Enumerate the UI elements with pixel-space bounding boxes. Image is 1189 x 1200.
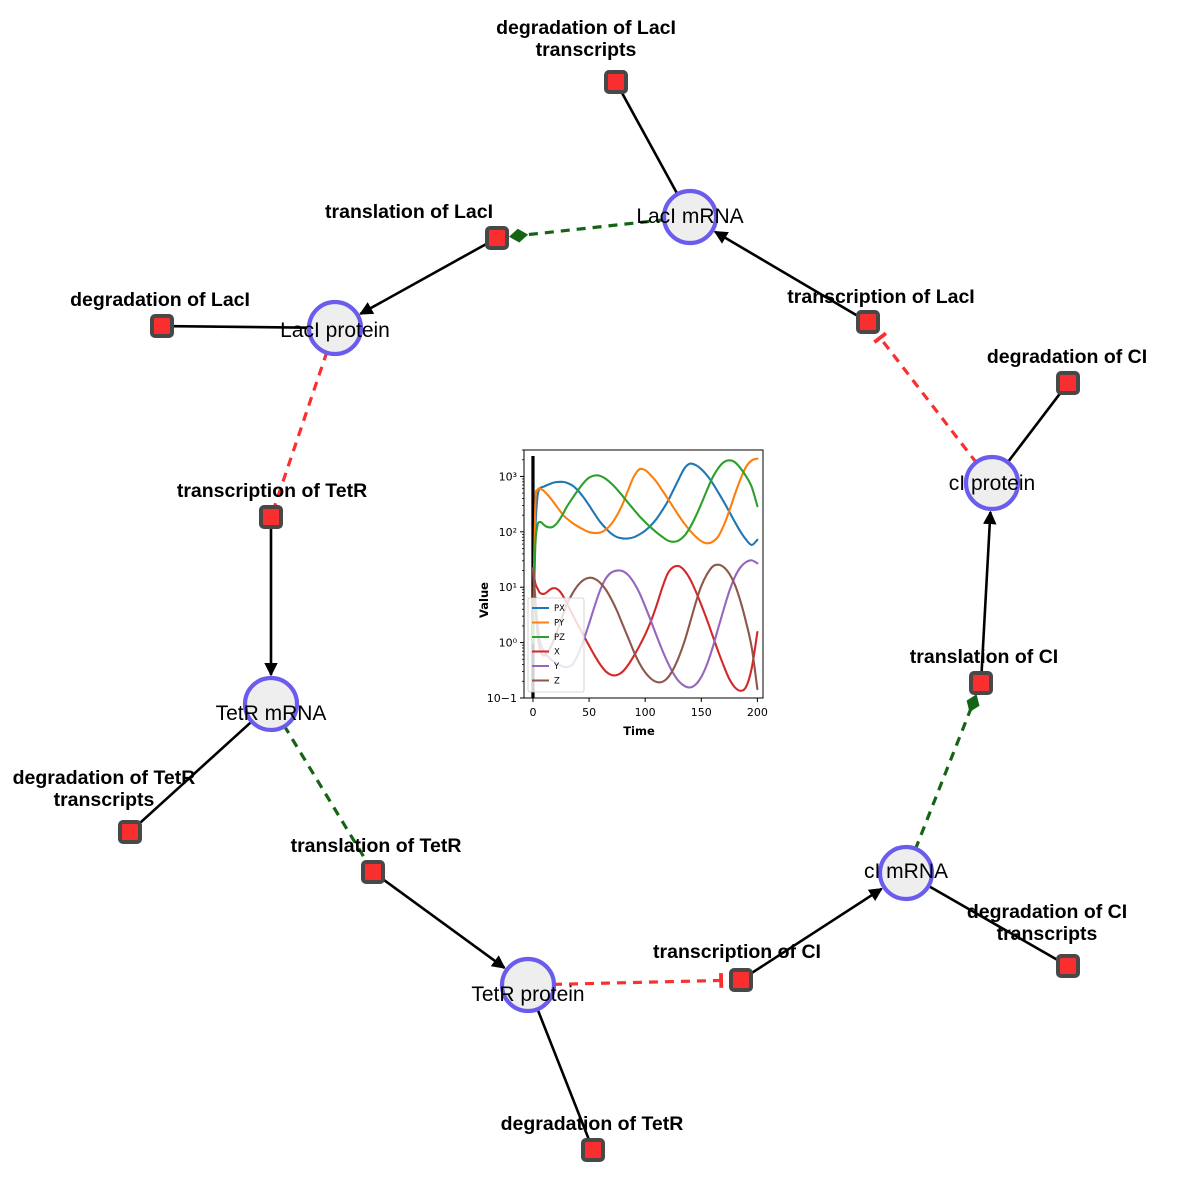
species-node-tetr_prot[interactable] <box>499 956 557 1014</box>
species-node-ci_mrna[interactable] <box>877 844 935 902</box>
reaction-node-tx_tetr[interactable] <box>259 505 283 529</box>
edge-tx_ci-to-ci_mrna <box>750 887 883 975</box>
plot-frame <box>523 449 764 699</box>
edge-laci_mrna-to-deg_laci_tx <box>620 91 680 196</box>
x-tick-label: 0 <box>529 706 536 719</box>
reaction-node-transl_ci[interactable] <box>969 671 993 695</box>
reaction-node-deg_ci[interactable] <box>1056 371 1080 395</box>
series-line-PY <box>531 457 759 644</box>
edge-laci_prot-to-tx_tetr <box>273 351 329 507</box>
edge-layer <box>138 91 1062 1140</box>
x-axis-ticks: 0 50 100 150 200 <box>529 698 768 719</box>
edge-tetr_prot-to-tx_ci <box>552 973 724 988</box>
timecourse-inset-plot: 10−1 10⁰ 10¹ 10² 10³ 0 50 100 150 200 PX PY PZ X Y Z … <box>478 440 770 742</box>
y-tick-label: 10² <box>499 526 517 539</box>
edge-ci_mrna-to-transl_ci <box>913 694 980 851</box>
edge-ci_prot-to-deg_ci <box>1006 391 1062 464</box>
y-axis-label: Value <box>478 582 491 618</box>
series-line-PX <box>531 462 759 644</box>
reaction-node-deg_laci[interactable] <box>150 314 174 338</box>
reaction-node-tx_laci[interactable] <box>856 310 880 334</box>
edge-tetr_prot-to-deg_tetr <box>535 1007 590 1140</box>
edge-transl_tetr-to-tetr_prot <box>381 878 506 969</box>
species-node-laci_mrna[interactable] <box>661 188 719 246</box>
x-tick-label: 200 <box>747 706 768 719</box>
species-node-tetr_mrna[interactable] <box>242 675 300 733</box>
y-tick-label: 10⁰ <box>499 637 518 650</box>
y-tick-label: 10³ <box>499 470 517 483</box>
reaction-node-tx_ci[interactable] <box>729 968 753 992</box>
reaction-node-deg_tetr[interactable] <box>581 1138 605 1162</box>
edge-tx_laci-to-laci_mrna <box>713 230 859 318</box>
reaction-node-deg_laci_tx[interactable] <box>604 70 628 94</box>
reaction-node-deg_tetr_tx[interactable] <box>118 820 142 844</box>
y-tick-label: 10¹ <box>499 581 517 594</box>
y-tick-label: 10−1 <box>487 692 517 705</box>
edge-tetr_mrna-to-deg_tetr_tx <box>138 719 254 825</box>
reaction-node-deg_ci_tx[interactable] <box>1056 954 1080 978</box>
edge-tetr_mrna-to-transl_tetr <box>282 724 369 863</box>
legend-label-Z: Z <box>554 677 560 687</box>
x-tick-label: 100 <box>635 706 656 719</box>
edge-laci_mrna-to-transl_laci <box>509 218 666 243</box>
y-axis-ticks: 10−1 10⁰ 10¹ 10² 10³ <box>487 449 524 705</box>
legend-label-PX: PX <box>554 604 565 614</box>
edge-transl_ci-to-ci_prot <box>980 510 997 672</box>
node-layer <box>118 70 1080 1162</box>
x-tick-label: 150 <box>691 706 712 719</box>
series-line-PZ <box>531 459 759 644</box>
edge-ci_prot-to-tx_laci <box>873 331 979 465</box>
edge-transl_laci-to-laci_prot <box>359 242 488 316</box>
legend-label-PZ: PZ <box>554 633 565 643</box>
species-node-laci_prot[interactable] <box>306 299 364 357</box>
x-tick-label: 50 <box>582 706 596 719</box>
reaction-node-transl_tetr[interactable] <box>361 860 385 884</box>
species-node-ci_prot[interactable] <box>963 454 1021 512</box>
legend-label-Y: Y <box>553 662 560 672</box>
edge-ci_mrna-to-deg_ci_tx <box>927 884 1059 962</box>
plot-axes-box <box>523 449 764 699</box>
plot-legend: PX PY PZ XYZ <box>527 597 585 693</box>
legend-label-X: X <box>554 648 560 658</box>
legend-label-PY: PY <box>554 619 565 629</box>
edge-laci_prot-to-deg_laci <box>173 324 311 330</box>
x-axis-label: Time <box>623 724 655 738</box>
reaction-node-transl_laci[interactable] <box>485 226 509 250</box>
